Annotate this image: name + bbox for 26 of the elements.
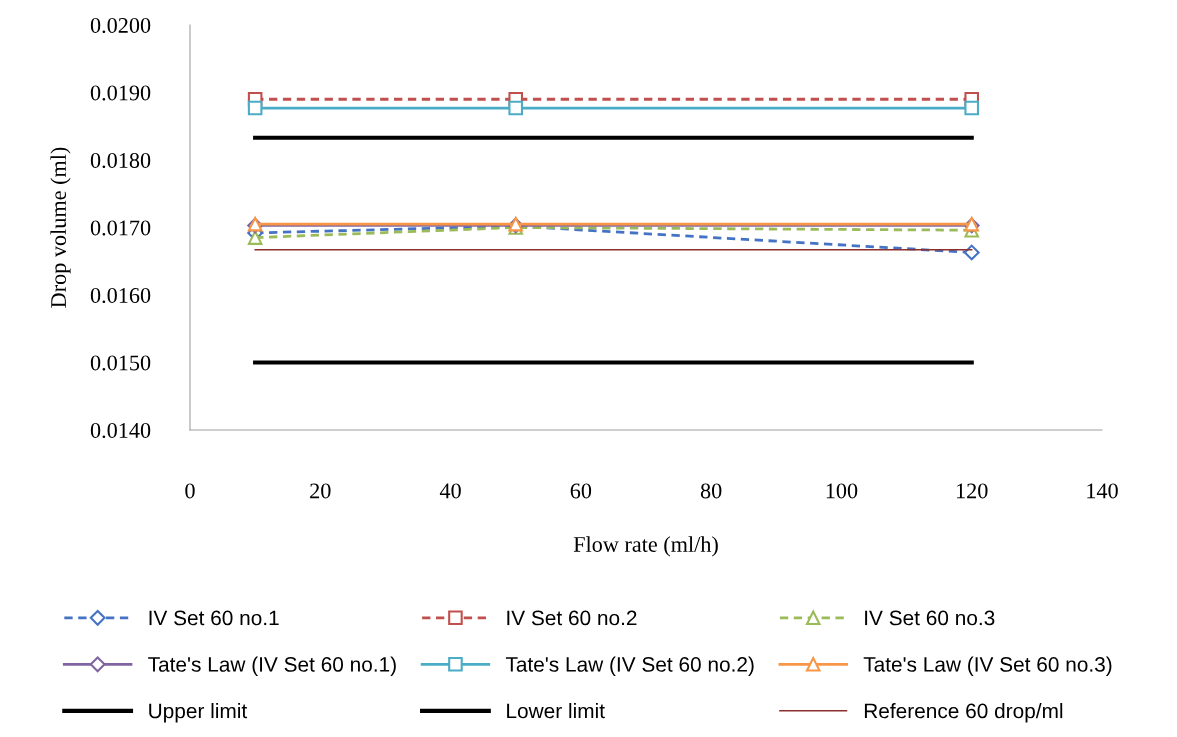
x-tick-label: 40 — [439, 483, 461, 499]
y-tick-label: 0.0170 — [90, 220, 151, 236]
y-axis-title: Drop volume (ml) — [50, 147, 71, 308]
legend-label: IV Set 60 no.1 — [149, 610, 279, 626]
legend-label: Reference 60 drop/ml — [864, 703, 1063, 723]
x-tick-label: 60 — [570, 483, 592, 499]
legend-label: Tate's Law (IV Set 60 no.3) — [863, 656, 1112, 676]
x-tick-label: 80 — [700, 483, 722, 499]
x-tick-label: 20 — [310, 483, 331, 499]
y-tick-label: 0.0180 — [90, 152, 151, 169]
y-tick-label: 0.0150 — [90, 355, 151, 371]
y-tick-label: 0.0200 — [90, 17, 151, 34]
legend-label: Tate's Law (IV Set 60 no.2) — [505, 656, 754, 676]
x-tick-label: 0 — [185, 483, 195, 499]
x-tick-label: 140 — [1087, 483, 1118, 499]
legend-label: IV Set 60 no.2 — [507, 610, 637, 626]
y-tick-label: 0.0140 — [90, 422, 151, 439]
legend-label: IV Set 60 no.3 — [865, 610, 995, 626]
legend-label: Upper limit — [149, 703, 248, 723]
x-tick-label: 120 — [957, 483, 988, 499]
legend-label: Lower limit — [507, 703, 605, 719]
y-tick-label: 0.0190 — [90, 85, 151, 101]
x-tick-label: 100 — [826, 483, 858, 499]
x-axis-title: Flow rate (ml/h) — [573, 536, 718, 557]
y-tick-label: 0.0160 — [90, 287, 151, 304]
legend-label: Tate's Law (IV Set 60 no.1) — [148, 656, 396, 676]
